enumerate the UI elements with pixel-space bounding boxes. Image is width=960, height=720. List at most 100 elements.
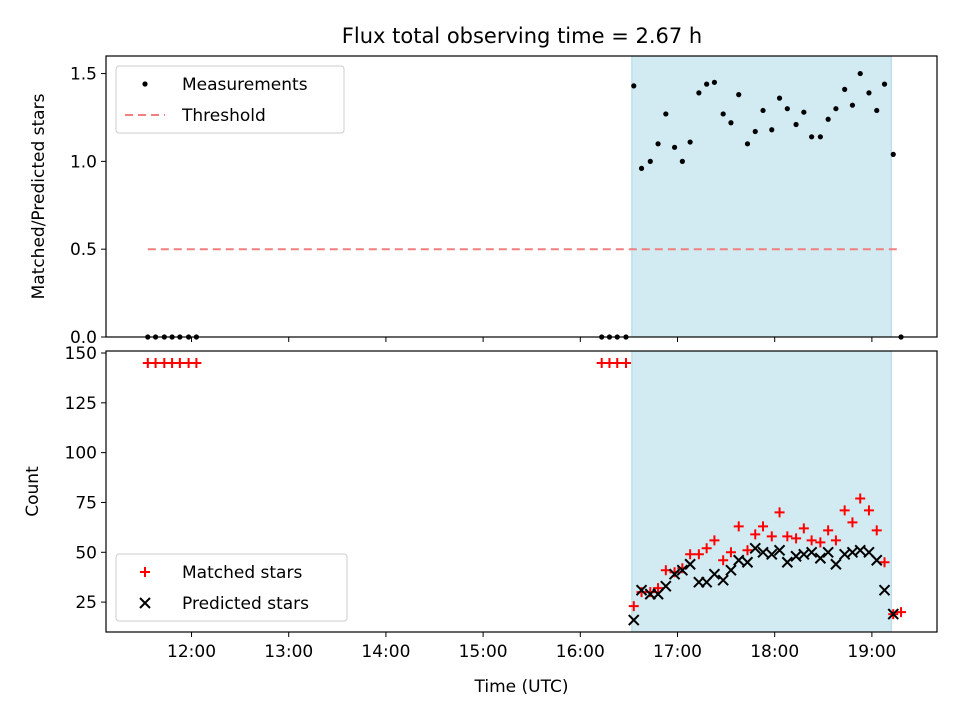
predicted-star-point xyxy=(766,548,778,560)
matched-star-point xyxy=(733,521,744,532)
matched-star-point xyxy=(701,543,712,554)
measurement-point xyxy=(857,70,863,77)
top-legend-box xyxy=(115,65,345,134)
matched-star-point xyxy=(871,525,882,536)
predicted-star-point xyxy=(822,546,834,558)
matched-star-point xyxy=(863,505,874,516)
measurement-point xyxy=(647,158,653,164)
measurement-point xyxy=(825,116,831,122)
bottom-ytick-label: 75 xyxy=(75,493,97,513)
matched-star-point xyxy=(806,535,817,546)
measurement-point xyxy=(704,81,710,87)
bottom-legend: Matched stars Predicted stars xyxy=(115,553,348,622)
chart-title: Flux total observing time = 2.67 h xyxy=(342,24,702,48)
measurement-point xyxy=(687,139,693,145)
measurement-point xyxy=(744,141,751,147)
bottom-legend-label: Predicted stars xyxy=(182,594,309,614)
matched-star-point xyxy=(628,601,639,612)
predicted-star-point xyxy=(781,556,794,568)
legend-measurement-swatch xyxy=(142,81,148,87)
xtick-label: 13:00 xyxy=(264,642,313,662)
xtick-label: 14:00 xyxy=(361,642,410,662)
measurement-point xyxy=(720,111,726,117)
bottom-legend-box xyxy=(115,553,348,622)
matched-star-point xyxy=(855,493,866,504)
xtick-label: 16:00 xyxy=(556,642,605,662)
measurement-point xyxy=(728,120,734,126)
predicted-star-point xyxy=(854,544,866,556)
measurement-point xyxy=(817,134,823,140)
predicted-star-point xyxy=(668,568,681,580)
measurement-point xyxy=(874,107,880,114)
predicted-star-point xyxy=(717,574,729,586)
measurement-point xyxy=(776,95,783,101)
predicted-star-point xyxy=(887,608,899,620)
predicted-star-point xyxy=(628,614,640,626)
top-ytick-label: 1.0 xyxy=(70,152,97,172)
xlabel: Time (UTC) xyxy=(474,677,569,697)
matched-star-point xyxy=(150,357,161,368)
xtick-label: 17:00 xyxy=(653,642,702,662)
matched-star-point xyxy=(660,565,671,576)
measurement-point xyxy=(760,107,766,114)
matched-star-point xyxy=(653,583,664,594)
predicted-star-point xyxy=(725,564,737,576)
measurement-point xyxy=(769,127,775,133)
xtick-label: 18:00 xyxy=(750,642,799,662)
measurement-point xyxy=(663,111,669,117)
measurement-point xyxy=(655,141,661,147)
matched-star-point xyxy=(791,533,802,544)
measurement-point xyxy=(638,165,645,171)
measurement-point xyxy=(842,86,848,92)
bottom-ytick-label: 25 xyxy=(75,593,97,613)
predicted-star-point xyxy=(660,580,672,592)
top-ytick-label: 1.5 xyxy=(70,65,97,85)
matched-star-point xyxy=(685,549,696,560)
measurement-point xyxy=(801,109,807,115)
legend-matched-swatch xyxy=(140,567,150,577)
measurement-point xyxy=(631,83,637,89)
predicted-star-point xyxy=(830,558,842,570)
predicted-star-point xyxy=(741,556,754,568)
matched-star-point xyxy=(742,545,753,556)
matched-star-point xyxy=(766,531,777,542)
matched-star-point xyxy=(174,357,185,368)
xtick-label: 19:00 xyxy=(847,642,896,662)
measurement-point xyxy=(752,128,758,135)
top-legend: Measurements Threshold xyxy=(115,65,345,134)
top-ylabel: Matched/Predicted stars xyxy=(29,93,49,299)
matched-star-point xyxy=(620,357,631,368)
top-observing-window xyxy=(631,56,892,337)
bottom-panel: 25 50 75 100 125 150 12:00 13:00 14:00 15:00 16:00… xyxy=(23,344,938,697)
bottom-ytick-label: 125 xyxy=(65,394,97,414)
predicted-star-point xyxy=(676,564,689,576)
matched-star-point xyxy=(815,537,826,548)
bottom-ytick-label: 100 xyxy=(65,444,97,464)
bottom-ytick-label: 50 xyxy=(75,543,97,563)
predicted-star-point xyxy=(871,554,883,566)
measurement-point xyxy=(679,158,685,164)
measurement-point xyxy=(784,106,790,112)
measurement-point xyxy=(833,106,839,112)
bottom-observing-window xyxy=(631,351,892,632)
matched-star-point xyxy=(709,535,720,546)
measurement-point xyxy=(696,90,702,96)
matched-star-point xyxy=(191,357,202,368)
matched-star-point xyxy=(693,549,704,560)
bottom-axes-frame xyxy=(105,350,938,633)
predicted-star-point xyxy=(733,554,745,566)
predicted-star-point xyxy=(878,584,891,596)
predicted-star-point xyxy=(805,546,818,558)
measurement-point xyxy=(736,92,742,98)
measurement-point xyxy=(849,102,856,108)
top-ytick-label: 0.5 xyxy=(70,240,97,260)
predicted-star-point xyxy=(773,544,786,556)
predicted-star-point xyxy=(757,546,769,558)
measurement-point xyxy=(890,151,896,157)
matched-star-point xyxy=(823,525,834,536)
measurement-point xyxy=(793,121,799,128)
predicted-star-point xyxy=(635,584,648,596)
bottom-legend-label: Matched stars xyxy=(182,563,302,583)
matched-star-point xyxy=(725,547,736,558)
